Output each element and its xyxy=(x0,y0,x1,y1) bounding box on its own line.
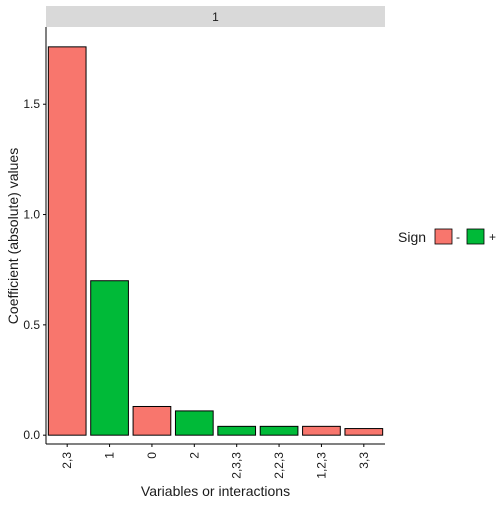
facet-strip xyxy=(46,6,385,27)
bar-3 xyxy=(174,410,214,436)
bars xyxy=(47,46,384,436)
legend-title: Sign xyxy=(398,229,426,245)
x-tick-label: 1,2,3 xyxy=(314,452,328,479)
bar-6 xyxy=(302,425,341,436)
bar-4 xyxy=(217,425,257,436)
legend-key-negative xyxy=(434,228,453,245)
bar-1 xyxy=(90,280,129,436)
x-tick-label: 0 xyxy=(145,452,159,459)
y-tick-label: 0.5 xyxy=(23,318,40,332)
x-tick-label: 2,3 xyxy=(60,452,74,469)
legend: Sign - + xyxy=(398,228,496,245)
x-tick-label: 3,3 xyxy=(357,452,371,469)
x-tick-label: 2,3,3 xyxy=(230,452,244,479)
y-ticks: 0.0 0.5 1.0 1.5 xyxy=(23,97,46,442)
legend-label-negative: - xyxy=(456,230,460,244)
x-axis-title: Variables or interactions xyxy=(141,483,290,499)
x-ticks: 2,3 1 0 2 2,3,3 2,2,3 1,2,3 3,3 xyxy=(60,444,371,479)
bar-5 xyxy=(259,425,299,436)
y-axis-title: Coefficient (absolute) values xyxy=(5,148,21,324)
x-tick-label: 2,2,3 xyxy=(272,452,286,479)
facet-label: 1 xyxy=(212,10,219,24)
bar-7 xyxy=(344,428,384,436)
bar-0 xyxy=(47,46,87,436)
bar-2 xyxy=(132,405,172,436)
legend-key-positive xyxy=(466,228,485,245)
y-tick-label: 1.0 xyxy=(23,208,40,222)
legend-label-positive: + xyxy=(489,230,496,244)
x-tick-label: 1 xyxy=(103,452,117,459)
x-tick-label: 2 xyxy=(187,452,201,459)
y-tick-label: 0.0 xyxy=(23,428,40,442)
y-tick-label: 1.5 xyxy=(23,97,40,111)
